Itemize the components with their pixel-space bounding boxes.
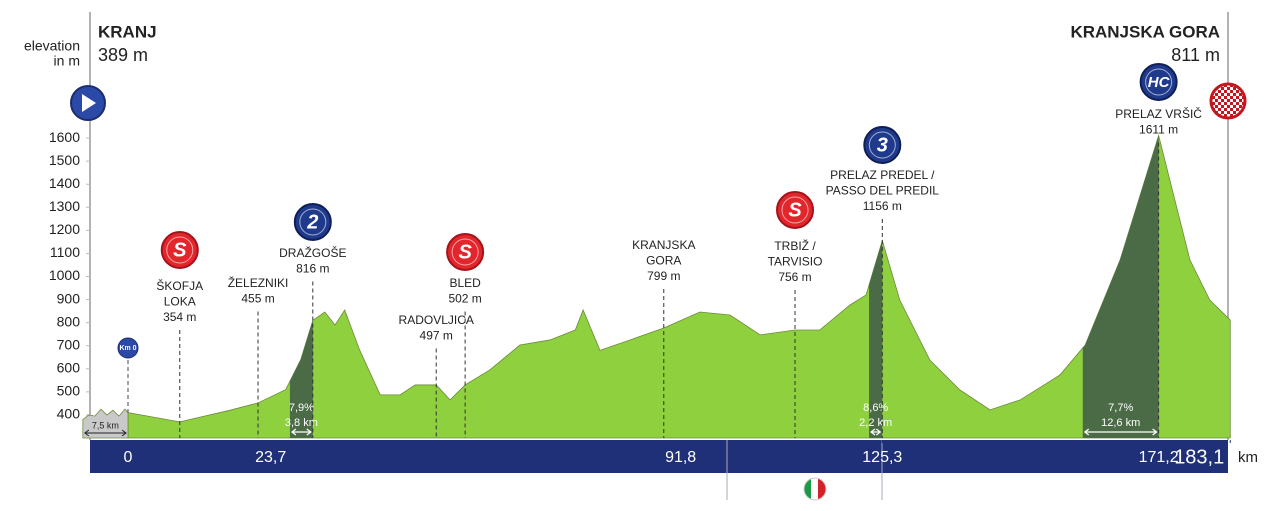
profile-area xyxy=(82,408,129,439)
waypoint-name: LOKA xyxy=(164,295,196,309)
waypoint-name: PRELAZ VRŠIČ xyxy=(1115,106,1202,121)
waypoint-elevation: 756 m xyxy=(778,270,811,284)
finish-icon xyxy=(1209,82,1247,120)
x-tick-label: 0 xyxy=(124,449,133,466)
waypoint-elevation: 1156 m xyxy=(863,199,902,213)
start-arrow xyxy=(82,94,96,112)
waypoint-icon-text: 2 xyxy=(306,211,318,233)
waypoint-icon-ring xyxy=(1145,68,1173,96)
y-tick-label: 1300 xyxy=(49,198,80,214)
waypoint-name: BLED xyxy=(449,276,481,290)
y-tick-label: 1400 xyxy=(49,175,80,191)
x-tick-label: 171,2 xyxy=(1139,449,1179,466)
waypoint-name: TRBIŽ / xyxy=(774,238,816,253)
waypoint-icon-text: HC xyxy=(1148,74,1171,91)
waypoint-name: PASSO DEL PREDIL xyxy=(826,184,940,198)
y-tick-label: 1200 xyxy=(49,221,80,237)
y-tick-label: 1600 xyxy=(49,129,80,145)
waypoint-name: ŠKOFJA xyxy=(156,278,203,293)
waypoint-name: DRAŽGOŠE xyxy=(279,245,346,260)
km0-text: Km 0 xyxy=(119,345,136,352)
x-tick-label: 23,7 xyxy=(255,449,286,466)
km0-icon xyxy=(117,337,139,359)
x-unit: km xyxy=(1238,449,1258,466)
climb-gradient: 8,6% xyxy=(863,402,888,414)
climb-area xyxy=(289,320,313,438)
climb-area xyxy=(1082,135,1159,438)
y-tick-label: 1000 xyxy=(49,267,80,283)
waypoint-icon-ring xyxy=(166,236,194,264)
waypoint-elevation: 354 m xyxy=(163,310,196,324)
waypoint-name: PRELAZ PREDEL / xyxy=(830,168,935,182)
start-name: KRANJ xyxy=(98,22,157,41)
waypoint-icon-ring xyxy=(299,208,327,236)
waypoint-icon-ring xyxy=(781,196,809,224)
waypoint-name: TARVISIO xyxy=(768,255,823,269)
climb-arrow xyxy=(290,428,312,436)
y-label: in m xyxy=(54,53,80,69)
waypoint-elevation: 799 m xyxy=(647,269,680,283)
x-tick-label: 183,1 xyxy=(1174,446,1224,468)
waypoint-name: ŽELEZNIKI xyxy=(228,275,289,290)
waypoint-elevation: 497 m xyxy=(420,329,453,343)
y-tick-label: 400 xyxy=(57,406,81,422)
x-tick-label: 125,3 xyxy=(862,449,902,466)
waypoint-icon-ring xyxy=(451,238,479,266)
waypoint-name: KRANJSKA xyxy=(632,238,695,252)
y-tick-label: 700 xyxy=(57,336,81,352)
climb-length: 2,2 km xyxy=(859,417,892,429)
climb-arrow xyxy=(1083,428,1158,436)
waypoint-name: GORA xyxy=(646,254,681,268)
neutral-length: 7,5 km xyxy=(92,420,119,430)
y-tick-label: 1100 xyxy=(50,244,80,260)
climb-length: 3,8 km xyxy=(285,417,318,429)
y-tick-label: 900 xyxy=(57,290,81,306)
waypoint-elevation: 816 m xyxy=(296,262,329,276)
waypoint-name: RADOVLJICA xyxy=(399,313,474,327)
km-bar xyxy=(90,440,1228,473)
italy-flag xyxy=(803,477,827,501)
header: elevation in m KRANJ 389 m KRANJSKA GORA… xyxy=(24,22,1220,68)
waypoint-icon-text: S xyxy=(458,241,472,263)
finish-name: KRANJSKA GORA xyxy=(1070,22,1220,41)
start-elevation: 389 m xyxy=(98,45,148,65)
waypoint-elevation: 502 m xyxy=(448,292,481,306)
waypoint-elevation: 1611 m xyxy=(1139,123,1178,137)
waypoint-elevation: 455 m xyxy=(241,292,274,306)
y-label: elevation xyxy=(24,38,80,54)
waypoint-icon-text: S xyxy=(788,199,802,221)
waypoint-icon-text: S xyxy=(173,239,187,261)
waypoint-icon-text: 3 xyxy=(877,134,888,156)
climb-length: 12,6 km xyxy=(1101,417,1140,429)
y-tick-label: 600 xyxy=(57,359,81,375)
climb-gradient: 7,7% xyxy=(1108,402,1133,414)
y-tick-label: 500 xyxy=(57,383,81,399)
neutral-arrow xyxy=(84,429,127,437)
y-tick-label: 800 xyxy=(57,313,81,329)
climb-arrow xyxy=(870,428,882,436)
y-tick-label: 1500 xyxy=(49,152,80,168)
waypoint-icon-ring xyxy=(868,131,896,159)
climb-area xyxy=(869,240,883,438)
climb-gradient: 7,9% xyxy=(289,402,314,414)
finish-elevation: 811 m xyxy=(1171,45,1220,65)
x-tick-label: 91,8 xyxy=(665,449,696,466)
